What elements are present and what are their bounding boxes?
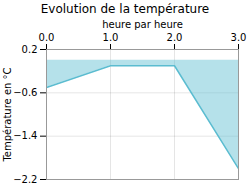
html-text:Evolution de la température: Evolution de la température xyxy=(40,2,210,16)
svg-text:0.2: 0.2 xyxy=(22,44,38,55)
svg-text:−0.6: −0.6 xyxy=(13,87,37,98)
svg-text:heure par heure: heure par heure xyxy=(102,19,183,30)
svg-text:Température en °C: Température en °C xyxy=(2,67,13,162)
svg-text:1.0: 1.0 xyxy=(103,32,119,43)
svg-text:2.0: 2.0 xyxy=(167,32,183,43)
svg-text:3.0: 3.0 xyxy=(231,32,247,43)
svg-text:0.0: 0.0 xyxy=(39,32,55,43)
svg-text:−1.4: −1.4 xyxy=(13,130,37,141)
svg-text:−2.2: −2.2 xyxy=(13,174,37,185)
